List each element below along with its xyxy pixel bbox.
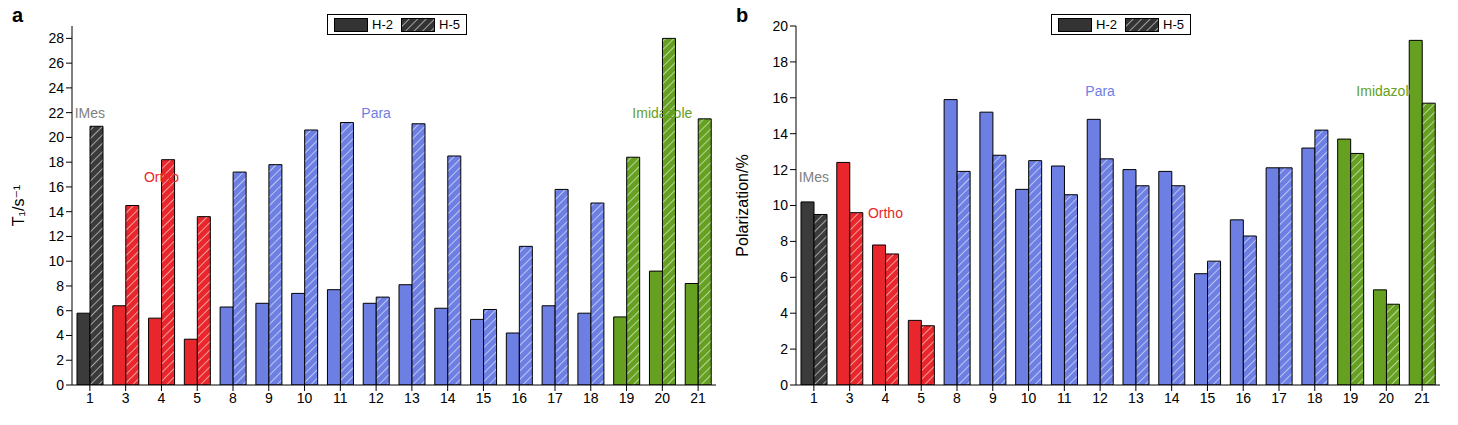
svg-text:Para: Para [361, 105, 391, 121]
svg-text:24: 24 [48, 80, 64, 96]
svg-text:17: 17 [1271, 390, 1287, 406]
svg-text:Ortho: Ortho [868, 205, 903, 221]
svg-text:Ortho: Ortho [144, 169, 179, 185]
svg-text:Polarization/%: Polarization/% [734, 154, 751, 256]
html-text:H-2: H-2 [372, 17, 393, 32]
svg-text:8: 8 [953, 390, 961, 406]
svg-text:2: 2 [780, 341, 788, 357]
svg-text:14: 14 [48, 204, 64, 220]
svg-text:18: 18 [772, 54, 788, 70]
svg-text:12: 12 [1092, 390, 1108, 406]
svg-text:6: 6 [56, 303, 64, 319]
svg-text:20: 20 [1379, 390, 1395, 406]
svg-text:1: 1 [810, 390, 818, 406]
svg-text:10: 10 [772, 197, 788, 213]
html-text:H-2: H-2 [1096, 17, 1117, 32]
svg-text:8: 8 [56, 278, 64, 294]
svg-text:22: 22 [48, 105, 64, 121]
html-text:b: b [736, 4, 749, 26]
svg-text:4: 4 [780, 305, 788, 321]
svg-text:20: 20 [772, 18, 788, 34]
svg-text:28: 28 [48, 30, 64, 46]
svg-text:14: 14 [440, 390, 456, 406]
svg-text:13: 13 [1128, 390, 1144, 406]
svg-text:17: 17 [547, 390, 563, 406]
svg-text:11: 11 [333, 390, 348, 406]
svg-text:5: 5 [917, 390, 925, 406]
svg-text:10: 10 [297, 390, 313, 406]
svg-text:16: 16 [511, 390, 527, 406]
svg-text:Imidazole: Imidazole [1356, 83, 1416, 99]
svg-text:19: 19 [1343, 390, 1359, 406]
svg-text:3: 3 [846, 390, 854, 406]
svg-text:18: 18 [1307, 390, 1323, 406]
svg-text:12: 12 [48, 228, 64, 244]
svg-text:16: 16 [48, 179, 64, 195]
svg-text:15: 15 [1200, 390, 1216, 406]
svg-text:10: 10 [1021, 390, 1037, 406]
svg-text:1: 1 [86, 390, 94, 406]
svg-text:5: 5 [193, 390, 201, 406]
svg-text:T₁/s⁻¹: T₁/s⁻¹ [10, 185, 27, 226]
svg-text:12: 12 [368, 390, 384, 406]
svg-text:15: 15 [476, 390, 492, 406]
svg-text:IMes: IMes [799, 169, 829, 185]
html-text:H-5: H-5 [1163, 17, 1184, 32]
svg-text:12: 12 [772, 162, 788, 178]
svg-text:2: 2 [56, 352, 64, 368]
svg-text:14: 14 [1164, 390, 1180, 406]
svg-text:9: 9 [265, 390, 273, 406]
svg-text:8: 8 [229, 390, 237, 406]
svg-text:16: 16 [772, 90, 788, 106]
svg-text:8: 8 [780, 233, 788, 249]
svg-text:21: 21 [1414, 390, 1430, 406]
svg-text:19: 19 [619, 390, 635, 406]
svg-text:10: 10 [48, 253, 64, 269]
svg-text:16: 16 [1235, 390, 1251, 406]
svg-text:18: 18 [48, 154, 64, 170]
svg-text:3: 3 [122, 390, 130, 406]
svg-text:20: 20 [655, 390, 671, 406]
svg-text:4: 4 [158, 390, 166, 406]
svg-text:11: 11 [1057, 390, 1072, 406]
svg-text:IMes: IMes [75, 105, 105, 121]
svg-text:26: 26 [48, 55, 64, 71]
svg-text:Imidazole: Imidazole [632, 105, 692, 121]
svg-text:9: 9 [989, 390, 997, 406]
svg-text:Para: Para [1085, 83, 1115, 99]
svg-text:0: 0 [780, 377, 788, 393]
html-text:a: a [12, 4, 24, 26]
svg-text:6: 6 [780, 269, 788, 285]
svg-text:21: 21 [690, 390, 706, 406]
svg-text:0: 0 [56, 377, 64, 393]
svg-text:20: 20 [48, 129, 64, 145]
svg-text:4: 4 [882, 390, 890, 406]
svg-text:13: 13 [404, 390, 420, 406]
svg-text:18: 18 [583, 390, 599, 406]
svg-text:14: 14 [772, 126, 788, 142]
html-text:H-5: H-5 [439, 17, 460, 32]
svg-text:4: 4 [56, 327, 64, 343]
